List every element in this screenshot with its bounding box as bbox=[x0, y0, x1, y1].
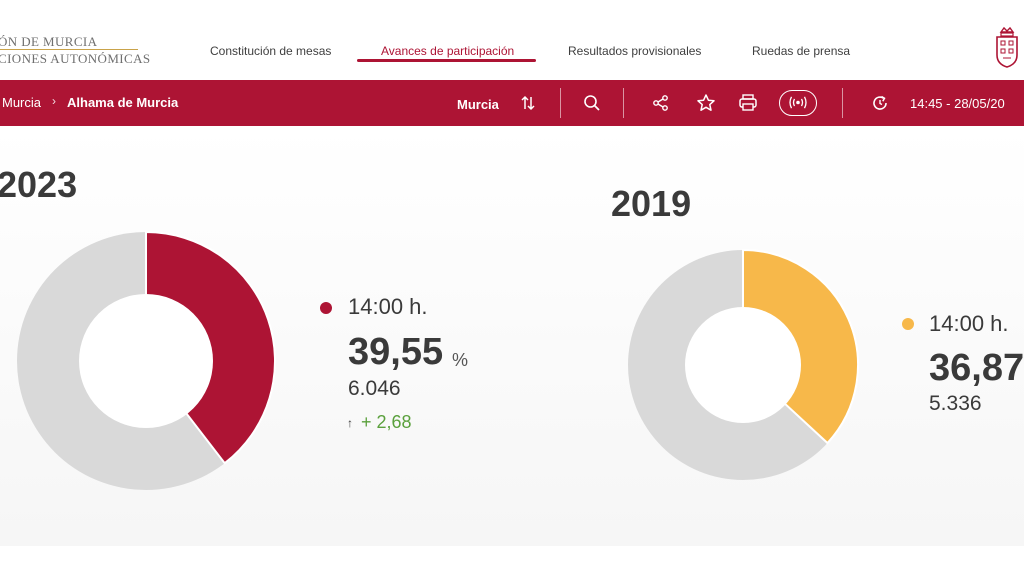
delta-up-arrow-icon: ↑ bbox=[347, 416, 353, 430]
breadcrumb-item-murcia[interactable]: Murcia bbox=[2, 95, 42, 110]
nav-resultados-provisionales[interactable]: Resultados provisionales bbox=[568, 44, 702, 58]
brand-line-2: CIONES AUTONÓMICAS bbox=[0, 51, 151, 66]
breadcrumb-separator: › bbox=[52, 94, 56, 108]
panel-year-2023: 2023 bbox=[0, 164, 78, 205]
sort-arrows-icon[interactable] bbox=[520, 95, 536, 111]
panel-votes-2019: 5.336 bbox=[929, 392, 982, 415]
nav-ruedas-de-prensa[interactable]: Ruedas de prensa bbox=[752, 44, 851, 58]
donut-participation-segment bbox=[742, 248, 859, 445]
top-header: ÓN DE MURCIA CIONES AUTONÓMICAS Constitu… bbox=[0, 0, 1024, 80]
panel-percentage-unit-2023: % bbox=[452, 350, 469, 370]
donut-center-hole bbox=[685, 307, 801, 423]
panel-time-2023: 14:00 h. bbox=[348, 294, 428, 319]
star-icon[interactable] bbox=[696, 93, 716, 113]
active-nav-underline bbox=[357, 59, 536, 62]
legend-dot-2023 bbox=[320, 302, 332, 314]
page-footer-spacer bbox=[0, 546, 1024, 576]
live-broadcast-icon bbox=[789, 96, 807, 109]
breadcrumb-toolbar: Murcia › Alhama de Murcia Murcia bbox=[0, 80, 1024, 126]
panel-votes-2023: 6.046 bbox=[348, 377, 401, 400]
panel-percentage-2023: 39,55 bbox=[348, 331, 444, 373]
search-icon[interactable] bbox=[583, 94, 601, 112]
breadcrumb-item-current: Alhama de Murcia bbox=[67, 95, 179, 110]
brand-divider bbox=[0, 49, 138, 50]
refresh-clock-icon[interactable] bbox=[871, 94, 889, 112]
nav-avances-de-participacion[interactable]: Avances de participación bbox=[381, 44, 515, 58]
participation-donut-2023 bbox=[17, 230, 276, 490]
region-selector-label[interactable]: Murcia bbox=[457, 97, 499, 112]
legend-dot-2019 bbox=[902, 318, 914, 330]
participation-donut-2019 bbox=[628, 248, 859, 480]
toolbar-divider bbox=[842, 88, 843, 118]
live-broadcast-button[interactable] bbox=[779, 90, 817, 116]
print-icon[interactable] bbox=[738, 94, 758, 112]
panel-time-2019: 14:00 h. bbox=[929, 311, 1009, 336]
last-update-timestamp: 14:45 - 28/05/20 bbox=[910, 96, 1005, 111]
panel-year-2019: 2019 bbox=[611, 183, 692, 224]
donut-center-hole bbox=[79, 294, 213, 428]
panel-delta-2023: + 2,68 bbox=[361, 412, 412, 432]
share-icon[interactable] bbox=[652, 94, 670, 112]
brand-line-1: ÓN DE MURCIA bbox=[0, 34, 98, 49]
toolbar-divider bbox=[560, 88, 561, 118]
toolbar-divider bbox=[623, 88, 624, 118]
panel-percentage-2019: 36,87 bbox=[929, 347, 1024, 389]
region-crest-icon[interactable] bbox=[992, 26, 1022, 70]
nav-constitucion-de-mesas[interactable]: Constitución de mesas bbox=[210, 44, 332, 58]
